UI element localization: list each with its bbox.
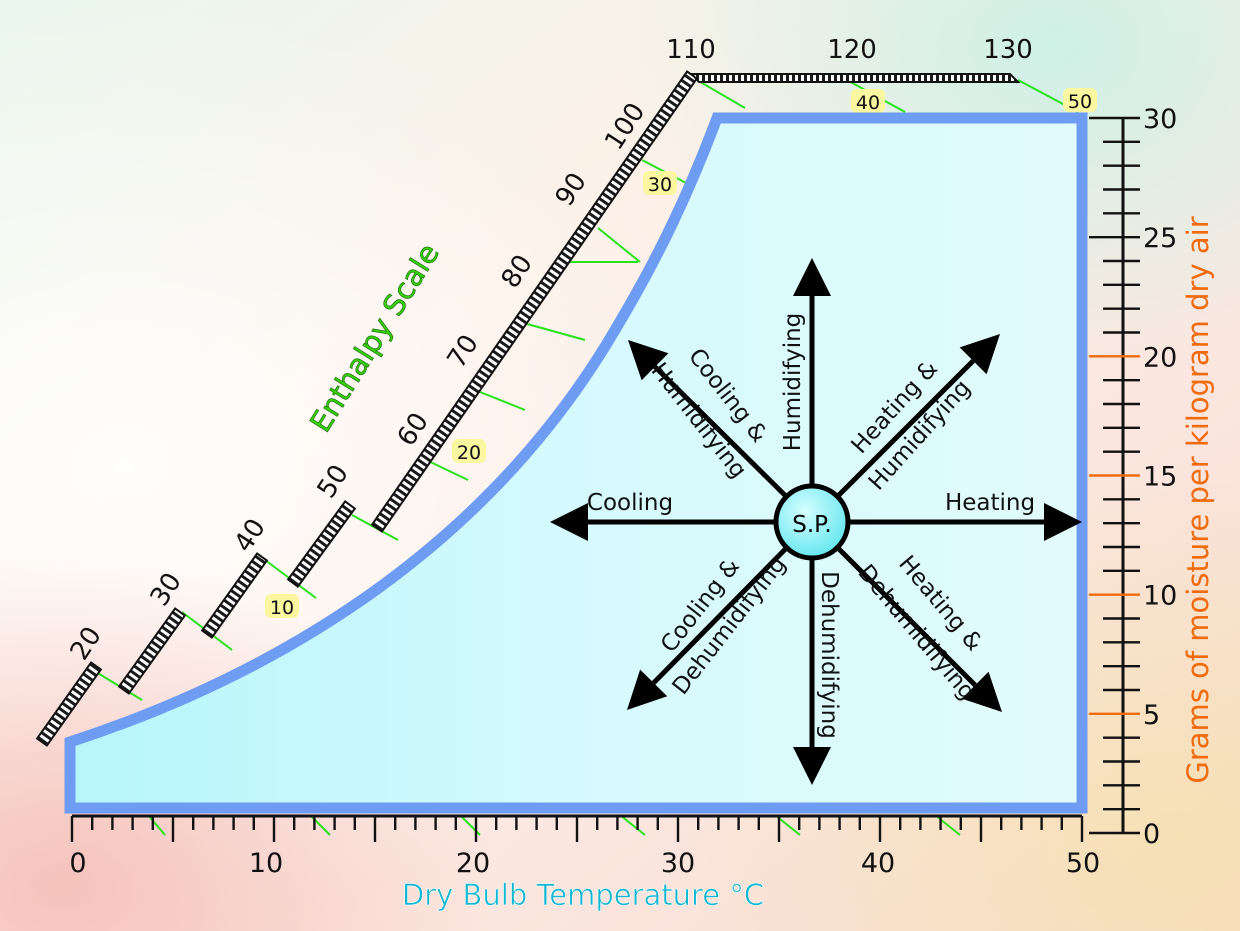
enthalpy-bar-rect	[117, 607, 187, 695]
wet-bulb-line	[147, 814, 166, 836]
wet-bulb-label: 50	[1068, 91, 1092, 113]
y-tick-label: 20	[1143, 342, 1177, 373]
wet-bulb-line	[934, 814, 961, 836]
process-arrow-shaft	[831, 359, 975, 503]
enthalpy-top-bar	[689, 73, 1021, 83]
process-arrow-head	[628, 340, 669, 381]
enthalpy-tick-label: 120	[827, 35, 877, 65]
enthalpy-bar-rect	[286, 500, 357, 588]
wet-bulb-badge	[265, 594, 299, 618]
process-label: Humidifying	[780, 313, 806, 452]
x-tick-label: 30	[661, 848, 695, 879]
wet-bulb-label: 40	[856, 92, 880, 114]
enthalpy-bar	[286, 500, 357, 588]
x-tick-label: 10	[249, 848, 283, 879]
y-tick-label: 25	[1143, 223, 1177, 254]
state-point-circle	[773, 483, 851, 561]
process-arrow-head	[1044, 503, 1082, 541]
process-label: Cooling	[587, 490, 673, 516]
enthalpy-tick-label: 130	[983, 35, 1033, 65]
x-axis-title: Dry Bulb Temperature °C	[402, 878, 764, 912]
wet-bulb-line	[519, 321, 586, 341]
enthalpy-tick-label: 110	[666, 35, 716, 65]
enthalpy-bar-rect	[35, 661, 103, 747]
enthalpy-bar	[689, 73, 1021, 83]
process-arrow-head	[959, 334, 1000, 375]
y-tick-label: 5	[1143, 700, 1160, 731]
wet-bulb-badge	[643, 171, 677, 195]
process-arrow-head	[550, 503, 588, 541]
process-label: Dehumidifying	[816, 571, 842, 739]
process-label: Heating	[945, 490, 1035, 516]
wet-bulb-badge	[851, 89, 885, 113]
wet-bulb-line	[696, 79, 746, 109]
y-tick-label: 0	[1143, 819, 1160, 850]
process-arrow-head	[961, 671, 1002, 712]
wet-bulb-label: 20	[457, 442, 481, 464]
y-tick-label: 15	[1143, 462, 1177, 493]
state-point-label: S.P.	[792, 512, 832, 538]
process-arrows	[550, 258, 1082, 785]
process-arrow-head	[793, 747, 831, 785]
y-axis-title: Grams of moisture per kilogram dry air	[1181, 216, 1215, 783]
wet-bulb-label: 10	[270, 597, 294, 619]
y-tick-label: 30	[1143, 104, 1177, 135]
process-arrow-shaft	[651, 541, 793, 685]
wet-bulb-line	[479, 391, 526, 411]
saturation-region	[64, 112, 1088, 814]
state-point: S.P.	[773, 483, 851, 561]
y-tick-label: 10	[1143, 581, 1177, 612]
process-arrow-shaft	[653, 364, 793, 503]
wet-bulb-badge	[1063, 88, 1097, 112]
process-arrow-head	[627, 669, 668, 710]
x-tick-label: 40	[861, 848, 895, 879]
x-tick-label: 20	[456, 848, 490, 879]
wet-bulb-badge	[452, 439, 486, 463]
enthalpy-bar	[117, 607, 187, 695]
process-arrow-shaft	[831, 541, 977, 687]
enthalpy-bar-rect	[200, 552, 269, 639]
x-axis: 0 10 20 30 40 50	[69, 814, 1100, 879]
enthalpy-bar	[200, 552, 269, 639]
process-arrow-head	[793, 258, 831, 296]
x-tick-label: 0	[69, 848, 86, 879]
wet-bulb-line	[597, 227, 641, 263]
wet-bulb-label: 30	[648, 174, 672, 196]
y-axis: 0 5 10 15 20 25 30	[1089, 104, 1177, 850]
enthalpy-bar	[35, 661, 103, 747]
wet-bulb-line	[619, 814, 646, 836]
x-tick-label: 50	[1066, 848, 1100, 879]
